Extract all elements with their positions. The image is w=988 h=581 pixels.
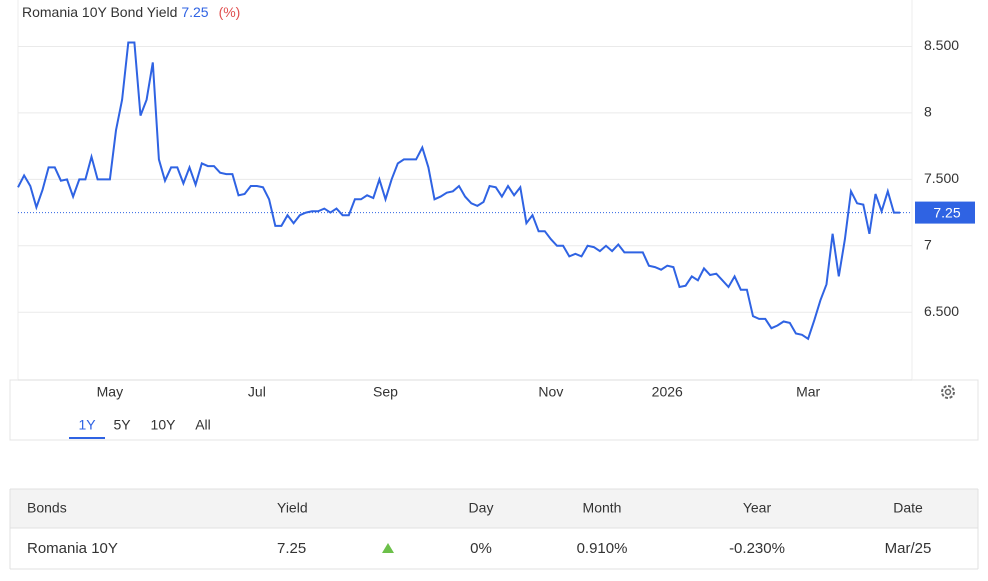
- x-tick-label: May: [97, 384, 123, 400]
- up-arrow: [382, 543, 394, 553]
- range-button[interactable]: 1Y: [78, 417, 96, 433]
- range-panel: [9, 379, 979, 441]
- table-header: Date: [893, 500, 923, 516]
- table-header: Year: [743, 500, 772, 516]
- y-tick-label: 8.500: [924, 37, 959, 53]
- title-text: Romania 10Y Bond Yield: [22, 4, 177, 20]
- table-cell: Mar/25: [885, 540, 932, 557]
- range-button[interactable]: 5Y: [113, 417, 131, 433]
- x-tick-label: Jul: [248, 384, 266, 400]
- current-label: 7.25: [933, 204, 960, 220]
- range-button[interactable]: All: [195, 417, 211, 433]
- x-tick-label: Mar: [796, 384, 820, 400]
- table-header: Bonds: [27, 500, 67, 516]
- title-value: 7.25: [181, 4, 208, 20]
- current-badge: [915, 201, 975, 224]
- table-cell: Romania 10Y: [27, 540, 118, 557]
- title-unit: (%): [219, 4, 241, 20]
- table-header: Yield: [277, 500, 308, 516]
- table-cell: 0%: [470, 540, 492, 557]
- table-header-bg: [10, 489, 978, 528]
- table-header: Day: [469, 500, 494, 516]
- x-tick-label: Sep: [373, 384, 398, 400]
- range-button[interactable]: 10Y: [151, 417, 177, 433]
- x-tick-label: 2026: [652, 384, 683, 400]
- x-tick-label: Nov: [538, 384, 563, 400]
- y-tick-label: 7: [924, 237, 932, 253]
- y-tick-label: 6.500: [924, 303, 959, 319]
- settings-icon[interactable]: [941, 385, 955, 399]
- line-series: [17, 41, 900, 341]
- table-cell: 7.25: [277, 540, 306, 557]
- table-header: Month: [583, 500, 622, 516]
- table-cell: 0.910%: [577, 540, 628, 557]
- table-cell: -0.230%: [729, 540, 785, 557]
- chart-title: Romania 10Y Bond Yield 7.25 (%): [22, 4, 240, 20]
- y-tick-label: 7.500: [924, 170, 959, 186]
- y-tick-label: 8: [924, 104, 932, 120]
